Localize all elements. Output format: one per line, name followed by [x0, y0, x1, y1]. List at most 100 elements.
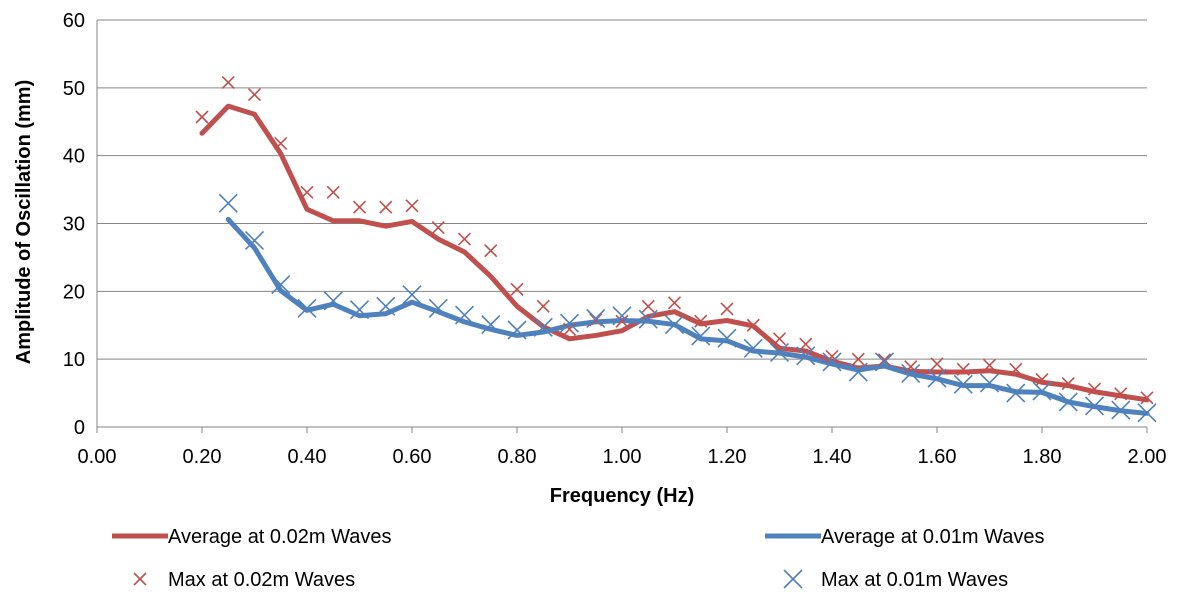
data-point-marker	[405, 199, 419, 213]
x-tick-label: 0.40	[288, 446, 327, 468]
data-point-marker	[533, 317, 553, 337]
legend: Average at 0.02m Waves Average at 0.01m W…	[112, 526, 1044, 591]
data-point-marker	[1087, 382, 1102, 396]
data-point-marker	[848, 362, 868, 382]
x-tick-label: 1.20	[708, 446, 747, 468]
data-point-marker	[352, 200, 367, 214]
series-3	[218, 193, 1157, 423]
y-tick-labels: 0 10 20 30 40 50 60	[63, 10, 85, 439]
data-point-marker	[481, 315, 501, 335]
data-point-marker	[1137, 403, 1157, 423]
series-line	[199, 103, 1150, 403]
data-point-marker	[1061, 377, 1075, 391]
legend-label: Average at 0.01m Waves	[821, 526, 1044, 548]
data-point-marker	[1006, 383, 1026, 403]
data-point-marker	[799, 337, 813, 351]
data-point-marker	[615, 314, 629, 328]
x-tick-label: 1.00	[603, 446, 642, 468]
data-point-marker	[1140, 391, 1154, 405]
x-tick-labels: 0.00 0.20 0.40 0.60 0.80 1.00 1.20 1.40 1.60 1.80…	[78, 446, 1167, 468]
data-point-marker	[956, 362, 970, 376]
data-point-marker	[1111, 400, 1131, 420]
legend-label: Max at 0.01m Waves	[821, 569, 1008, 591]
grid-lines	[97, 19, 1147, 360]
data-point-marker	[877, 353, 892, 367]
data-point-marker	[717, 328, 737, 348]
data-point-marker	[221, 75, 235, 89]
data-point-marker	[638, 309, 658, 329]
y-tick-label: 60	[63, 10, 85, 32]
data-point-marker	[507, 320, 527, 340]
x-tick-label: 1.80	[1023, 446, 1062, 468]
y-tick-label: 0	[74, 417, 85, 439]
x-tick-label: 0.80	[498, 446, 537, 468]
data-point-marker	[195, 110, 209, 124]
data-point-marker	[244, 230, 265, 251]
data-point-marker	[402, 285, 422, 305]
data-point-marker	[323, 291, 343, 311]
data-point-marker	[746, 318, 760, 332]
data-point-marker	[1035, 372, 1049, 387]
data-point-marker	[641, 299, 655, 313]
y-tick-label: 30	[63, 214, 85, 236]
data-point-marker	[510, 282, 524, 296]
data-point-marker	[484, 244, 498, 258]
data-point-marker	[822, 352, 842, 372]
data-point-marker	[218, 193, 238, 213]
data-point-marker	[379, 200, 393, 214]
data-point-marker	[612, 306, 632, 326]
y-axis-title: Amplitude of Oscillation (mm)	[13, 80, 35, 364]
x-tick-label: 0.00	[78, 446, 117, 468]
data-point-marker	[1032, 381, 1052, 401]
data-point-marker	[457, 232, 472, 246]
x-tick-label: 1.40	[813, 446, 852, 468]
data-point-marker	[982, 358, 997, 372]
y-tick-label: 20	[63, 281, 85, 303]
data-point-marker	[772, 332, 787, 346]
y-tick-label: 50	[63, 78, 85, 100]
axes	[96, 20, 1148, 433]
data-point-marker	[874, 352, 895, 372]
series-0	[199, 103, 1150, 403]
data-point-marker	[694, 314, 708, 328]
data-point-marker	[667, 296, 682, 310]
data-point-marker	[586, 308, 606, 329]
legend-label: Max at 0.02m Waves	[168, 569, 355, 591]
data-point-marker	[664, 315, 685, 335]
data-point-marker	[1058, 392, 1078, 412]
data-point-marker	[743, 338, 763, 358]
data-point-marker	[720, 302, 734, 316]
legend-item: Max at 0.01m Waves	[783, 569, 1008, 591]
data-point-marker	[300, 185, 314, 199]
data-point-marker	[536, 299, 550, 313]
data-point-marker	[326, 185, 340, 199]
data-point-marker	[376, 296, 396, 316]
data-point-marker	[562, 322, 577, 336]
data-point-marker	[927, 368, 947, 388]
series-2	[195, 75, 1154, 405]
data-point-marker	[428, 298, 448, 318]
data-point-marker	[454, 305, 475, 325]
x-axis-title: Frequency (Hz)	[550, 485, 694, 507]
data-point-marker	[349, 300, 370, 320]
legend-item: Max at 0.02m Waves	[133, 569, 355, 591]
data-point-marker	[247, 88, 262, 102]
data-point-marker	[431, 221, 445, 235]
data-point-marker	[297, 298, 317, 318]
x-tick-label: 2.00	[1128, 446, 1167, 468]
data-point-marker	[979, 373, 1000, 393]
x-tick-label: 0.60	[393, 446, 432, 468]
data-point-marker	[274, 136, 288, 151]
series-marks	[195, 75, 1157, 423]
data-point-marker	[691, 326, 711, 346]
data-point-marker	[930, 357, 944, 371]
data-point-marker	[1009, 362, 1023, 376]
data-point-marker	[825, 349, 839, 364]
data-point-marker	[851, 352, 865, 366]
y-tick-label: 10	[63, 349, 85, 371]
data-point-marker	[953, 374, 973, 394]
data-point-marker	[1084, 396, 1105, 416]
data-point-marker	[796, 346, 816, 366]
